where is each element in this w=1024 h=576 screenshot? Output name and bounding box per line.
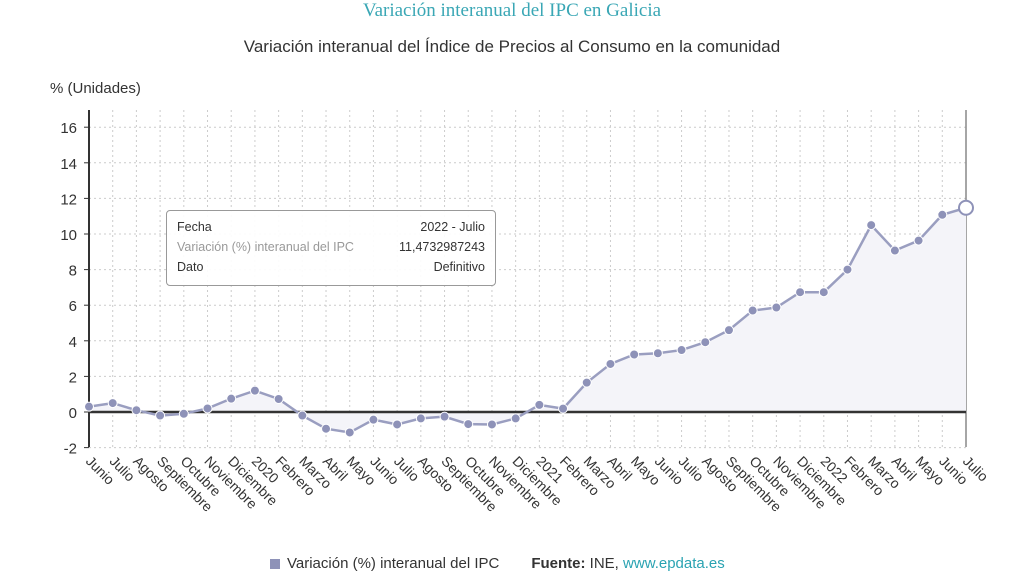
tooltip-dato-label: Dato — [177, 260, 204, 274]
source-label: Fuente: — [531, 555, 586, 572]
highlighted-point — [958, 199, 974, 216]
data-point — [84, 401, 94, 412]
data-point — [368, 414, 379, 425]
data-point — [723, 325, 734, 336]
data-point — [747, 305, 758, 316]
data-point — [534, 399, 545, 410]
tooltip: Fecha 2022 - Julio Variación (%) interanu… — [166, 210, 496, 286]
data-point — [392, 419, 403, 430]
data-point — [629, 349, 640, 360]
chart-title: Variación interanual del IPC en Galicia — [362, 0, 662, 21]
data-point — [842, 264, 853, 275]
tooltip-fecha-value: 2022 - Julio — [420, 220, 485, 234]
legend-swatch — [270, 558, 280, 569]
data-point — [700, 337, 711, 348]
legend: Variación (%) interanual del IPC Fuente:… — [270, 555, 725, 572]
data-point — [415, 413, 426, 424]
data-point — [273, 394, 284, 405]
data-point — [107, 398, 118, 409]
data-point — [866, 220, 877, 231]
data-point — [581, 377, 592, 388]
y-tick-label: 2 — [69, 369, 77, 386]
y-tick-label: 8 — [69, 263, 77, 280]
data-point — [321, 423, 332, 434]
y-tick-label: 12 — [60, 191, 77, 208]
tooltip-series-value: 11,4732987243 — [399, 240, 485, 254]
chart-subtitle: Variación interanual del Índice de Preci… — [243, 37, 781, 56]
tooltip-fecha-label: Fecha — [177, 220, 212, 234]
data-point — [605, 358, 616, 369]
y-tick-label: 0 — [69, 405, 77, 422]
data-point — [249, 385, 260, 396]
y-tick-label: 16 — [60, 120, 77, 137]
source-text: INE, — [589, 555, 619, 572]
data-point — [226, 393, 237, 404]
y-tick-label: 4 — [69, 334, 77, 351]
data-point — [558, 403, 569, 414]
y-axis-label: % (Unidades) — [50, 80, 141, 97]
data-point — [510, 413, 521, 424]
source-link[interactable]: www.epdata.es — [623, 555, 725, 572]
tooltip-dato-value: Definitivo — [433, 260, 485, 274]
data-point — [297, 410, 308, 421]
data-point — [913, 235, 924, 246]
y-tick-label: 6 — [69, 298, 77, 315]
data-point — [818, 287, 829, 298]
data-point — [795, 287, 806, 298]
legend-item[interactable]: Variación (%) interanual del IPC — [287, 555, 500, 572]
data-point — [676, 345, 687, 356]
data-point — [131, 405, 142, 416]
data-point — [202, 403, 213, 414]
data-point — [178, 408, 189, 419]
data-point — [937, 209, 948, 220]
y-tick-label: 10 — [60, 227, 77, 244]
data-point — [439, 411, 450, 422]
data-point — [771, 302, 782, 313]
data-point — [486, 419, 497, 430]
data-point — [344, 427, 355, 438]
tooltip-series-label: Variación (%) interanual del IPC — [177, 240, 354, 254]
data-point — [889, 245, 900, 256]
data-point — [155, 410, 166, 421]
data-point — [463, 419, 474, 430]
y-tick-label: -2 — [64, 441, 77, 458]
series-area — [89, 207, 966, 433]
source: Fuente: INE, www.epdata.es — [531, 555, 724, 572]
y-tick-label: 14 — [60, 156, 77, 173]
data-point — [652, 348, 663, 359]
